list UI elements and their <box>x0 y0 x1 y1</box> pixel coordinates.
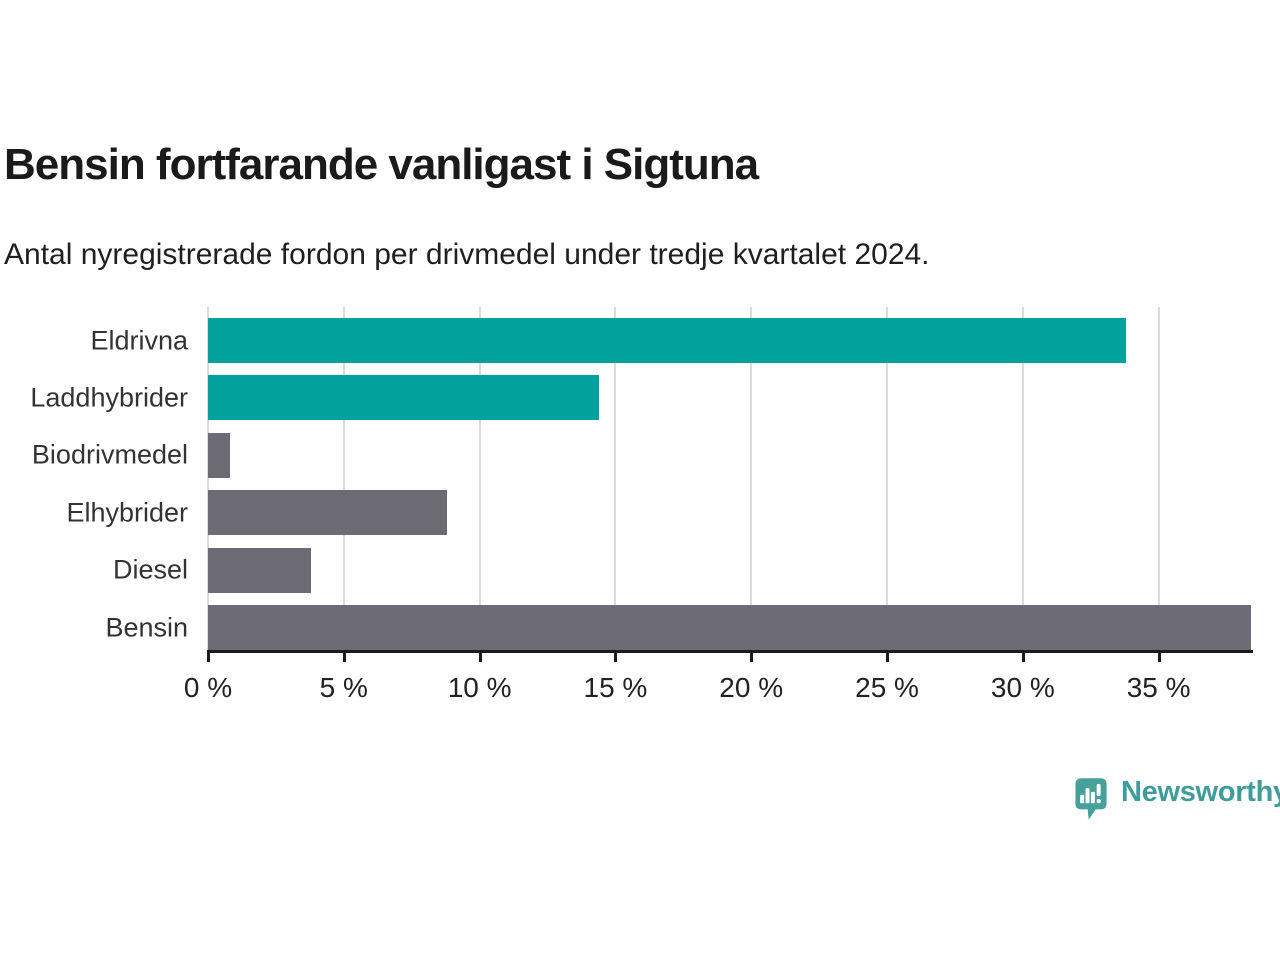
newsworthy-wordmark: Newsworthy <box>1121 776 1280 808</box>
chart-title: Bensin fortfarande vanligast i Sigtuna <box>4 140 759 189</box>
category-label-bensin: Bensin <box>105 612 188 642</box>
bar-elhybrider <box>208 490 448 536</box>
axis-tick-label-15: 15 % <box>583 672 648 703</box>
category-label-diesel: Diesel <box>112 554 188 585</box>
gridline-10 <box>478 307 481 650</box>
bar-laddhybrider <box>208 375 600 421</box>
newsworthy-icon <box>1075 778 1107 820</box>
axis-tick-label-25: 25 % <box>855 672 919 703</box>
axis-tick-label-0: 0 % <box>183 672 233 703</box>
axis-tick-label-30: 30 % <box>990 672 1055 703</box>
gridline-30 <box>1021 307 1024 650</box>
gridline-35 <box>1157 307 1160 650</box>
axis-tick-label-5: 5 % <box>319 672 368 703</box>
gridline-20 <box>750 307 753 650</box>
gridline-0 <box>207 307 209 650</box>
category-label-column: Eldrivna Laddhybrider Biodrivmedel Elhybrid… <box>0 307 188 650</box>
axis-tick-5 <box>342 650 346 662</box>
bar-diesel <box>208 547 312 593</box>
chart-subtitle: Antal nyregistrerade fordon per drivmede… <box>4 238 930 271</box>
axis-tick-10 <box>478 650 482 662</box>
axis-tick-label-20: 20 % <box>719 672 784 703</box>
bar-eldrivna <box>208 318 1127 363</box>
axis-tick-35 <box>1157 650 1161 662</box>
axis-tick-20 <box>750 650 754 662</box>
category-label-laddhybrider: Laddhybrider <box>30 382 188 413</box>
gridline-25 <box>886 307 889 650</box>
axis-tick-label-10: 10 % <box>447 672 512 703</box>
axis-tick-label-35: 35 % <box>1126 672 1191 703</box>
axis-tick-30 <box>1021 650 1025 662</box>
plot-area <box>207 307 1251 650</box>
bar-biodrivmedel <box>208 432 230 478</box>
category-label-elhybrider: Elhybrider <box>66 497 188 528</box>
axis-tick-15 <box>614 650 618 662</box>
newsworthy-logo: Newsworthy <box>1074 776 1280 822</box>
x-axis-line <box>208 650 1253 653</box>
gridline-5 <box>342 307 345 650</box>
axis-tick-25 <box>886 650 890 662</box>
bar-bensin <box>208 605 1251 650</box>
axis-tick-0 <box>207 650 210 662</box>
gridline-15 <box>614 307 617 650</box>
category-label-eldrivna: Eldrivna <box>90 325 188 355</box>
category-label-biodrivmedel: Biodrivmedel <box>31 439 188 470</box>
